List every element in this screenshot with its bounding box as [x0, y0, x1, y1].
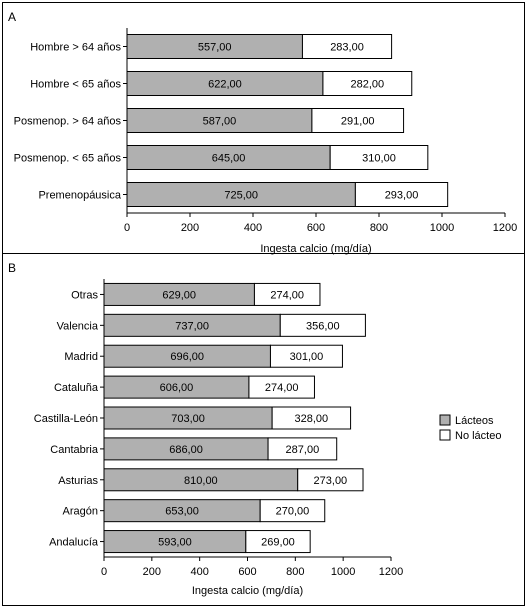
- bar-segment: [297, 468, 364, 492]
- bar-segment: [354, 182, 449, 207]
- chart-b: 0 200 400 600 800 1000 1200 Ingesta calcio (mg/…: [34, 279, 403, 597]
- bar-segment: [248, 375, 315, 399]
- bar-segment: [329, 145, 429, 170]
- category-label: Castilla-León: [34, 413, 98, 425]
- data-label: 557,00: [198, 42, 232, 54]
- x-tick-label: 800: [286, 566, 304, 578]
- bar-segment: [126, 34, 303, 59]
- category-label: Valencia: [57, 320, 99, 332]
- bar-segment: [279, 313, 366, 337]
- data-label: 686,00: [169, 444, 203, 456]
- bar-segment: [245, 530, 311, 554]
- data-label: 703,00: [171, 413, 205, 425]
- category-label: Posmenop. < 65 años: [14, 153, 122, 165]
- x-axis-label: Ingesta calcio (mg/día): [192, 585, 303, 597]
- data-label: 291,00: [341, 116, 375, 128]
- bar-segment: [253, 282, 321, 306]
- legend-label: Lácteos: [455, 415, 494, 427]
- data-label: 622,00: [208, 79, 242, 91]
- category-label: Aragón: [63, 506, 98, 518]
- x-tick-label: 800: [370, 222, 388, 234]
- legend-label: No lácteo: [455, 430, 501, 442]
- data-label: 653,00: [165, 506, 199, 518]
- data-label: 274,00: [265, 382, 299, 394]
- category-label: Hombre < 65 años: [30, 79, 121, 91]
- data-label: 328,00: [295, 413, 329, 425]
- x-tick-label: 600: [238, 566, 256, 578]
- category-label: Premenopáusica: [38, 190, 121, 202]
- data-label: 269,00: [261, 537, 295, 549]
- data-label: 287,00: [286, 444, 320, 456]
- data-label: 283,00: [330, 42, 364, 54]
- data-label: 645,00: [212, 153, 246, 165]
- legend-swatch: [439, 414, 451, 426]
- chart-a: 0 200 400 600 800 1000 1200 Ingesta calcio (mg/…: [14, 28, 517, 255]
- data-label: 725,00: [224, 190, 258, 202]
- data-label: 273,00: [314, 475, 348, 487]
- data-label: 293,00: [385, 190, 419, 202]
- data-label: 270,00: [276, 506, 310, 518]
- bar-segment: [322, 71, 413, 96]
- category-label: Andalucía: [49, 537, 99, 549]
- bar-segment: [271, 406, 352, 430]
- x-tick-label: 600: [307, 222, 325, 234]
- bar-segment: [311, 108, 405, 133]
- x-tick-label: 200: [181, 222, 199, 234]
- bar-segment: [126, 182, 356, 207]
- x-tick-label: 1000: [430, 222, 454, 234]
- category-label: Hombre > 64 años: [30, 42, 121, 54]
- data-label: 696,00: [170, 351, 204, 363]
- category-label: Posmenop. > 64 años: [14, 116, 122, 128]
- data-label: 274,00: [270, 289, 304, 301]
- bar-segment: [126, 71, 324, 96]
- data-label: 587,00: [203, 116, 237, 128]
- bar-segment: [267, 437, 338, 461]
- x-tick-label: 0: [124, 222, 130, 234]
- x-tick-label: 1000: [331, 566, 355, 578]
- x-tick-label: 0: [101, 566, 107, 578]
- legend-swatch: [439, 429, 451, 441]
- category-label: Cantabria: [50, 444, 99, 456]
- data-label: 606,00: [160, 382, 194, 394]
- data-label: 356,00: [306, 320, 340, 332]
- data-label: 301,00: [290, 351, 324, 363]
- category-label: Cataluña: [54, 382, 99, 394]
- x-tick-label: 400: [244, 222, 262, 234]
- x-tick-label: 400: [190, 566, 208, 578]
- bar-segment: [259, 499, 326, 523]
- panel-b-label: B: [8, 261, 16, 275]
- x-axis-label: Ingesta calcio (mg/día): [260, 243, 371, 255]
- bar-segment: [126, 108, 313, 133]
- data-label: 310,00: [362, 153, 396, 165]
- bar-segment: [269, 344, 343, 368]
- panel-a-label: A: [8, 10, 16, 24]
- category-label: Otras: [71, 289, 98, 301]
- chart-b-legend: Lácteos No lácteo: [439, 414, 501, 442]
- category-label: Madrid: [64, 351, 98, 363]
- bar-segment: [301, 34, 393, 59]
- category-label: Asturias: [58, 475, 98, 487]
- data-label: 629,00: [162, 289, 196, 301]
- data-label: 282,00: [351, 79, 385, 91]
- data-label: 737,00: [175, 320, 209, 332]
- x-tick-label: 1200: [379, 566, 403, 578]
- data-label: 593,00: [158, 537, 192, 549]
- x-tick-label: 200: [143, 566, 161, 578]
- data-label: 810,00: [184, 475, 218, 487]
- x-tick-label: 1200: [493, 222, 517, 234]
